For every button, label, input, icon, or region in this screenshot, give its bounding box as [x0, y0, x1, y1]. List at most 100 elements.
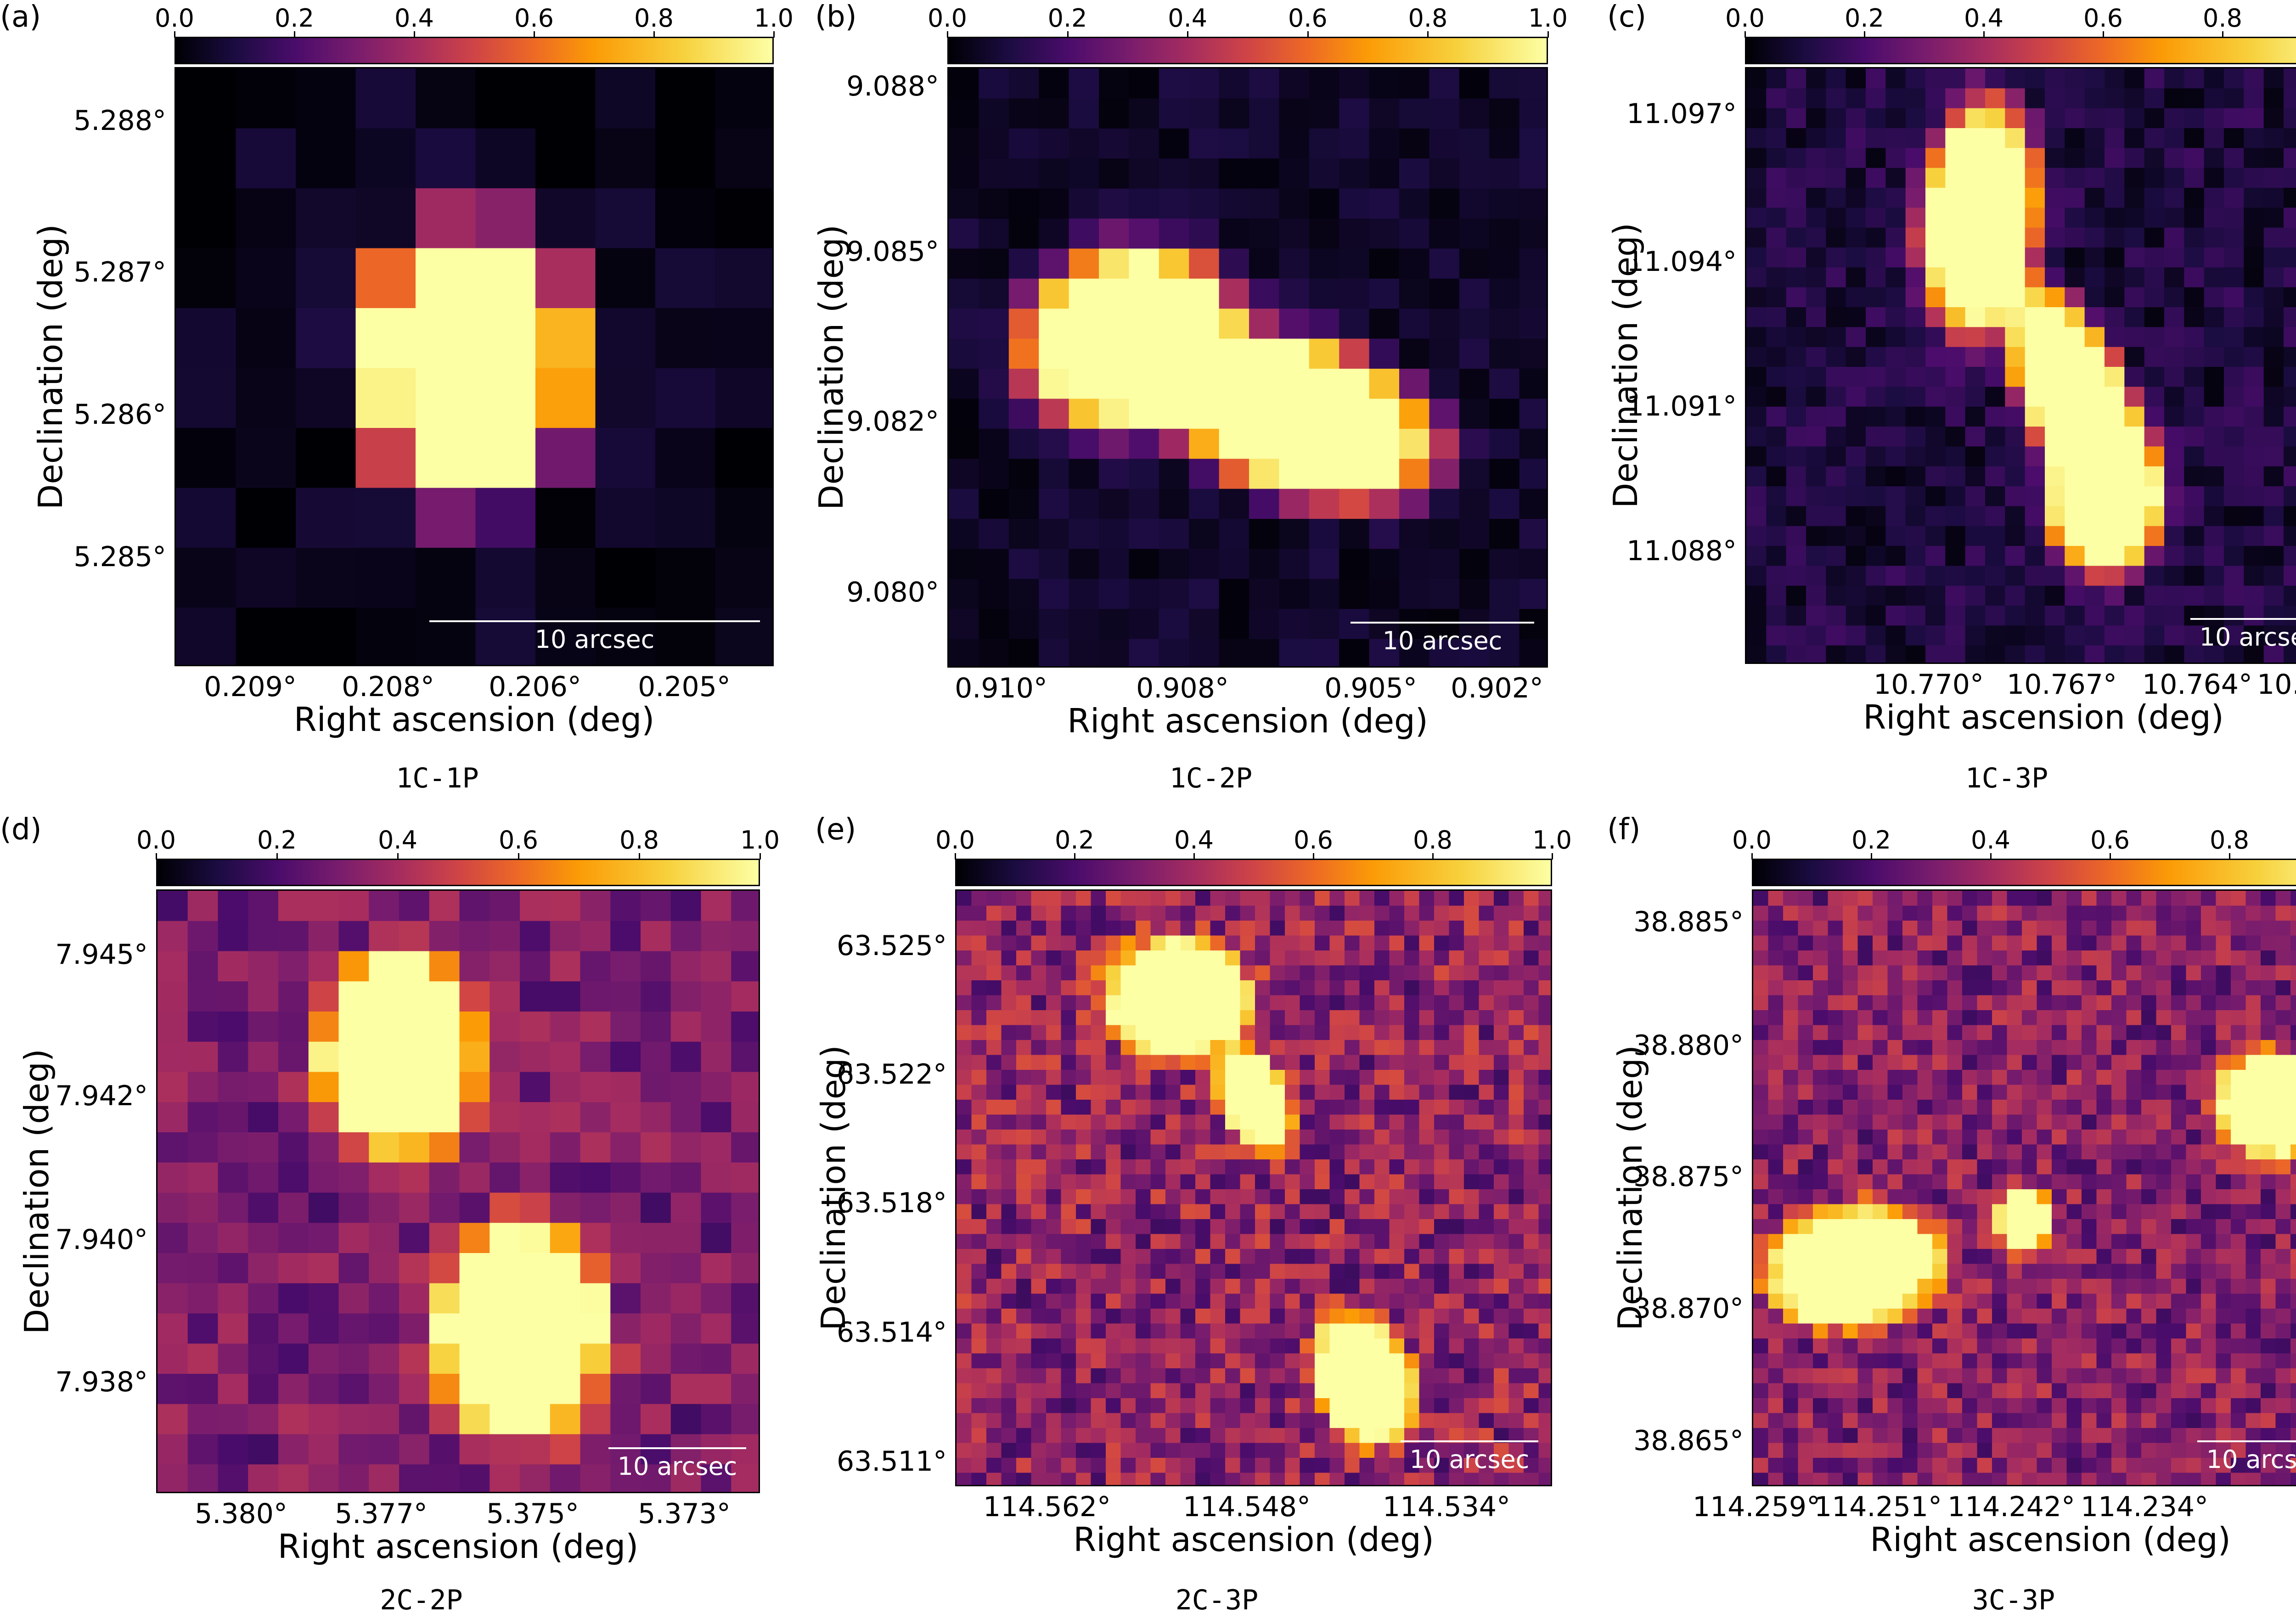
heatmap-cell	[2171, 935, 2187, 951]
heatmap-cell	[1008, 248, 1039, 279]
heatmap-cell	[535, 607, 596, 665]
heatmap-cell	[701, 1041, 732, 1073]
x-tick-label: 10.770°	[1874, 669, 1984, 701]
heatmap-cell	[1255, 905, 1271, 921]
heatmap-cell	[1329, 891, 1345, 906]
heatmap-cell	[641, 1344, 671, 1374]
heatmap-cell	[1873, 935, 1888, 951]
heatmap-cell	[2045, 208, 2065, 228]
heatmap-cell	[1016, 1055, 1032, 1070]
colorbar	[1752, 859, 2296, 886]
heatmap-cell	[1826, 506, 1846, 527]
heatmap-cell	[1165, 1443, 1181, 1458]
heatmap-cell	[1031, 1040, 1047, 1056]
heatmap-cell	[1932, 1174, 1948, 1190]
heatmap-svg	[1753, 891, 2296, 1485]
heatmap-cell	[490, 1223, 520, 1254]
heatmap-cell	[2284, 367, 2296, 387]
heatmap-cell	[1813, 1055, 1829, 1070]
heatmap-cell	[1798, 1293, 1813, 1309]
heatmap-cell	[1992, 1085, 2008, 1100]
heatmap-cell	[158, 1012, 188, 1042]
heatmap-cell	[2164, 307, 2184, 327]
heatmap-cell	[1165, 1473, 1181, 1485]
heatmap-cell	[2141, 1368, 2157, 1384]
heatmap-cell	[1345, 1159, 1360, 1175]
heatmap-cell	[1315, 1159, 1330, 1175]
heatmap-cell	[1494, 995, 1509, 1011]
heatmap-cell	[1180, 905, 1196, 921]
heatmap-cell	[1419, 1100, 1435, 1115]
heatmap-cell	[2224, 68, 2244, 89]
heatmap-cell	[1369, 278, 1400, 309]
heatmap-cell	[1001, 1323, 1017, 1339]
heatmap-cell	[1225, 1458, 1241, 1473]
heatmap-cell	[1300, 905, 1315, 921]
heatmap-cell	[1798, 1130, 1813, 1145]
heatmap-cell	[236, 308, 296, 369]
heatmap-cell	[701, 921, 732, 952]
heatmap-cell	[218, 1162, 248, 1193]
heatmap-cell	[459, 1434, 490, 1465]
heatmap-cell	[2171, 1130, 2187, 1145]
heatmap-cell	[1165, 1085, 1181, 1100]
heatmap-cell	[2204, 108, 2224, 129]
heatmap-cell	[1031, 1249, 1047, 1265]
heatmap-cell	[187, 1132, 219, 1163]
heatmap-cell	[2261, 1189, 2276, 1205]
heatmap-cell	[2171, 1025, 2187, 1040]
heatmap-cell	[2290, 950, 2296, 966]
heatmap-cell	[2201, 1234, 2217, 1249]
heatmap-cell	[2244, 88, 2264, 109]
heatmap-cell	[986, 1189, 1002, 1205]
heatmap-cell	[1399, 219, 1429, 249]
heatmap-cell	[1270, 950, 1285, 966]
heatmap-cell	[2204, 227, 2224, 248]
heatmap-cell	[1479, 1144, 1494, 1160]
heatmap-cell	[2245, 995, 2261, 1011]
heatmap-cell	[1279, 128, 1310, 159]
heatmap-cell	[1359, 935, 1375, 951]
heatmap-cell	[2204, 128, 2224, 148]
heatmap-cell	[1419, 1368, 1435, 1384]
colorbar-tick-mark	[1871, 853, 1872, 860]
colorbar-tick-label: 0.8	[619, 826, 659, 854]
heatmap-cell	[1464, 1234, 1480, 1249]
heatmap-cell	[1459, 98, 1490, 129]
heatmap-cell	[2216, 1085, 2231, 1100]
heatmap-cell	[1150, 1264, 1166, 1279]
heatmap-cell	[2184, 546, 2205, 566]
heatmap-cell	[1538, 1383, 1551, 1399]
heatmap-cell	[2231, 1130, 2246, 1145]
heatmap-cell	[2022, 891, 2037, 906]
heatmap-cell	[2245, 1398, 2261, 1414]
heatmap-cell	[2045, 606, 2065, 626]
heatmap-cell	[1136, 965, 1151, 981]
heatmap-cell	[1813, 1204, 1829, 1220]
heatmap-cell	[1479, 905, 1494, 921]
heatmap-cell	[1165, 1219, 1181, 1235]
heatmap-cell	[1977, 905, 1992, 921]
heatmap-cell	[2126, 1383, 2142, 1399]
heatmap-cell	[1016, 1085, 1032, 1100]
heatmap-cell	[2263, 606, 2284, 626]
heatmap-cell	[2156, 905, 2172, 921]
heatmap-cell	[1270, 1189, 1285, 1205]
heatmap-cell	[369, 1253, 400, 1284]
heatmap-cell	[1399, 68, 1429, 99]
heatmap-cell	[2082, 1264, 2097, 1279]
heatmap-cell	[701, 1283, 732, 1314]
heatmap-cell	[2144, 466, 2165, 487]
heatmap-cell	[1389, 1368, 1405, 1384]
heatmap-cell	[248, 1072, 279, 1102]
heatmap-cell	[1768, 1040, 1784, 1056]
heatmap-cell	[1329, 1249, 1345, 1265]
heatmap-cell	[1180, 1204, 1196, 1220]
heatmap-cell	[2144, 148, 2165, 169]
heatmap-cell	[1459, 489, 1490, 519]
heatmap-cell	[2141, 1398, 2157, 1414]
heatmap-cell	[986, 950, 1002, 966]
heatmap-cell	[1786, 247, 1806, 268]
heatmap-cell	[1270, 1279, 1285, 1294]
heatmap-cell	[1270, 995, 1285, 1011]
